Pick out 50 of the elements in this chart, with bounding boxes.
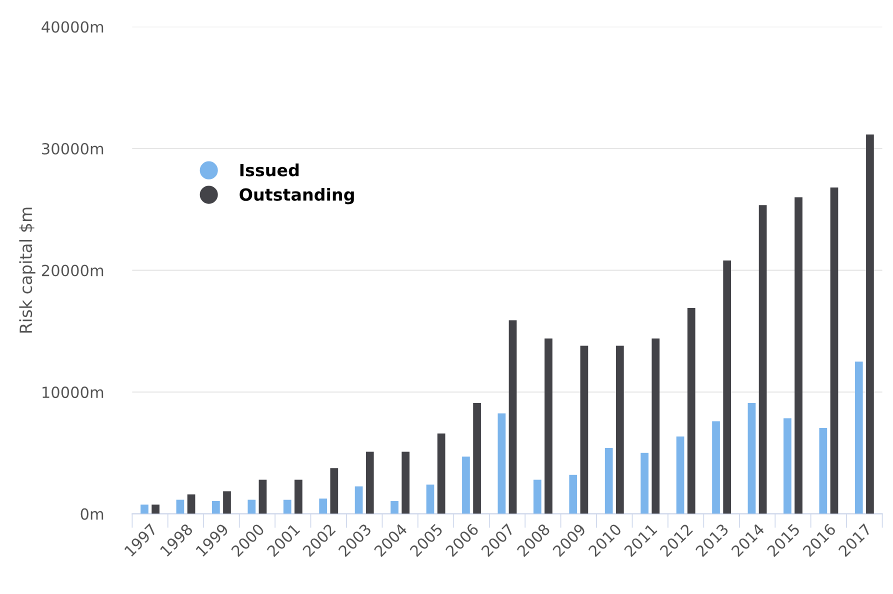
bar xyxy=(223,491,231,514)
bar xyxy=(258,480,267,514)
bar xyxy=(390,501,398,514)
bar xyxy=(580,346,588,514)
bar xyxy=(544,338,552,514)
bar xyxy=(676,436,684,514)
bar xyxy=(784,418,792,514)
bar xyxy=(533,480,542,514)
bar xyxy=(140,504,148,514)
y-tick-label: 30000m xyxy=(42,142,104,155)
bar xyxy=(616,346,624,514)
bar xyxy=(854,362,863,514)
bar xyxy=(819,428,828,514)
y-axis-title: Risk capital $m xyxy=(19,208,36,333)
bar xyxy=(508,320,517,514)
bar xyxy=(569,474,578,514)
bar xyxy=(426,484,434,514)
bar xyxy=(652,338,660,514)
bar xyxy=(866,134,874,514)
bar xyxy=(402,452,410,514)
bar xyxy=(712,421,720,514)
bar xyxy=(437,433,446,514)
bar xyxy=(319,498,328,514)
bar xyxy=(366,452,374,514)
bar xyxy=(604,448,613,514)
bar xyxy=(473,403,481,514)
bar xyxy=(283,500,292,514)
bar xyxy=(794,197,802,514)
bar xyxy=(294,480,302,514)
bar xyxy=(723,260,732,514)
y-tick-label: 10000m xyxy=(42,386,104,398)
legend-label: Outstanding xyxy=(240,188,354,204)
bar xyxy=(354,486,363,514)
bar xyxy=(462,456,470,514)
y-tick-label: 40000m xyxy=(42,21,104,33)
bar xyxy=(640,452,648,514)
y-tick-label: 0m xyxy=(80,508,104,520)
bar xyxy=(152,504,160,514)
bar xyxy=(758,205,767,514)
bar xyxy=(498,413,506,514)
bar xyxy=(330,468,338,514)
bar xyxy=(748,403,756,514)
bar xyxy=(176,500,184,514)
bar xyxy=(830,187,838,514)
y-tick-label: 20000m xyxy=(42,264,104,276)
bar xyxy=(687,308,696,514)
bar xyxy=(248,500,256,514)
bar xyxy=(212,501,220,514)
bar xyxy=(187,494,196,514)
legend-label: Issued xyxy=(240,164,299,176)
